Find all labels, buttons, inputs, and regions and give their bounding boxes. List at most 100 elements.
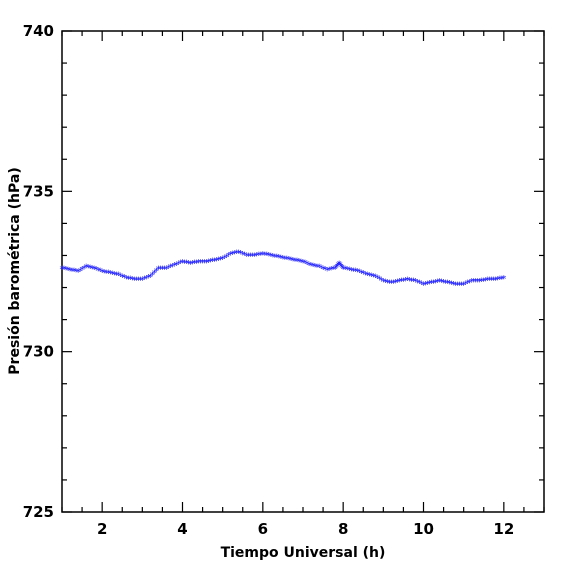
plot-frame <box>61 30 545 513</box>
data-point-fill: * <box>290 256 295 267</box>
data-point-fill: * <box>194 258 199 269</box>
data-point-fill: * <box>459 280 464 291</box>
data-point-fill: * <box>319 263 324 274</box>
data-point-fill: * <box>230 249 235 260</box>
data-point-fill: * <box>170 262 175 273</box>
data-point-fill: * <box>282 254 287 265</box>
data-point-fill: * <box>214 256 219 267</box>
data-point-fill: * <box>64 265 69 276</box>
data-point-fill: * <box>258 250 263 261</box>
data-point-fill: * <box>417 279 422 290</box>
data-point-fill: * <box>399 277 404 288</box>
data-point-fill: * <box>114 270 119 281</box>
data-point-fill: * <box>409 276 414 287</box>
data-point-fill: * <box>443 278 448 289</box>
data-point-fill: * <box>186 259 191 270</box>
data-point-fill: * <box>305 259 310 270</box>
x-tick-label: 8 <box>338 520 348 538</box>
data-point-fill: * <box>126 274 131 285</box>
data-point-fill: * <box>415 278 420 289</box>
data-point-fill: * <box>90 264 95 275</box>
data-point: * <box>341 264 346 275</box>
data-point-fill: * <box>142 275 147 286</box>
data-point-fill: * <box>383 278 388 289</box>
data-point-fill: * <box>467 278 472 289</box>
data-point-fill: * <box>278 253 283 264</box>
data-point-fill: * <box>435 278 440 289</box>
data-point-fill: * <box>425 280 430 291</box>
data-point: * <box>317 263 322 274</box>
data-point-fill: * <box>327 265 332 276</box>
data-point-fill: * <box>200 258 205 269</box>
data-point: * <box>373 272 378 283</box>
data-point: * <box>108 269 113 280</box>
x-tick-label: 4 <box>177 520 187 538</box>
data-point-fill: * <box>345 265 350 276</box>
data-point-fill: * <box>403 276 408 287</box>
data-point-fill: * <box>499 274 504 285</box>
data-point-fill: * <box>449 280 454 291</box>
data-point-fill: * <box>208 257 213 268</box>
data-point-fill: * <box>393 278 398 289</box>
data-point-fill: * <box>128 275 133 286</box>
data-point: * <box>68 266 73 277</box>
data-point: * <box>84 263 89 274</box>
data-point-fill: * <box>102 268 107 279</box>
data-point-fill: * <box>439 278 444 289</box>
data-point-fill: * <box>294 257 299 268</box>
x-tick-label: 2 <box>97 520 107 538</box>
data-point: * <box>309 261 314 272</box>
data-point-fill: * <box>335 262 340 273</box>
data-point-fill: * <box>272 252 277 263</box>
data-point: * <box>405 276 410 287</box>
data-point: * <box>337 259 342 270</box>
data-point-fill: * <box>146 273 151 284</box>
data-point: * <box>365 271 370 282</box>
data-point-fill: * <box>222 253 227 264</box>
data-point-fill: * <box>80 265 85 276</box>
data-point-fill: * <box>70 266 75 277</box>
data-point: * <box>421 280 426 291</box>
data-point-fill: * <box>254 251 259 262</box>
data-point: * <box>76 268 81 279</box>
data-point-fill: * <box>296 257 301 268</box>
data-point-fill: * <box>248 251 253 262</box>
data-point-fill: * <box>218 255 223 266</box>
data-point-fill: * <box>176 259 181 270</box>
data-point: * <box>172 261 177 272</box>
data-point-fill: * <box>158 264 163 275</box>
data-point-fill: * <box>395 278 400 289</box>
data-point-fill: * <box>351 266 356 277</box>
data-point: * <box>252 251 257 262</box>
data-point-fill: * <box>298 257 303 268</box>
data-point-fill: * <box>447 279 452 290</box>
data-point-fill: * <box>353 267 358 278</box>
data-point: * <box>156 264 161 275</box>
data-point-fill: * <box>242 251 247 262</box>
data-point: * <box>100 268 105 279</box>
data-point-fill: * <box>74 267 79 278</box>
data-point: * <box>148 272 153 283</box>
data-point: * <box>453 280 458 291</box>
data-point-fill: * <box>166 263 171 274</box>
data-point-fill: * <box>162 264 167 275</box>
data-point-fill: * <box>256 251 261 262</box>
data-point-fill: * <box>226 251 231 262</box>
data-point-fill: * <box>106 269 111 280</box>
data-point-fill: * <box>210 257 215 268</box>
data-point-fill: * <box>495 275 500 286</box>
data-point-fill: * <box>363 270 368 281</box>
data-point-fill: * <box>232 249 237 260</box>
data-point-fill: * <box>288 255 293 266</box>
data-point-fill: * <box>431 278 436 289</box>
data-point-fill: * <box>338 261 343 272</box>
data-point-fill: * <box>331 265 336 276</box>
data-point-fill: * <box>343 265 348 276</box>
data-point-fill: * <box>491 276 496 287</box>
data-point-fill: * <box>286 255 291 266</box>
data-point-fill: * <box>361 269 366 280</box>
data-point-fill: * <box>112 270 117 281</box>
data-point: * <box>180 258 185 269</box>
data-point-fill: * <box>96 266 101 277</box>
